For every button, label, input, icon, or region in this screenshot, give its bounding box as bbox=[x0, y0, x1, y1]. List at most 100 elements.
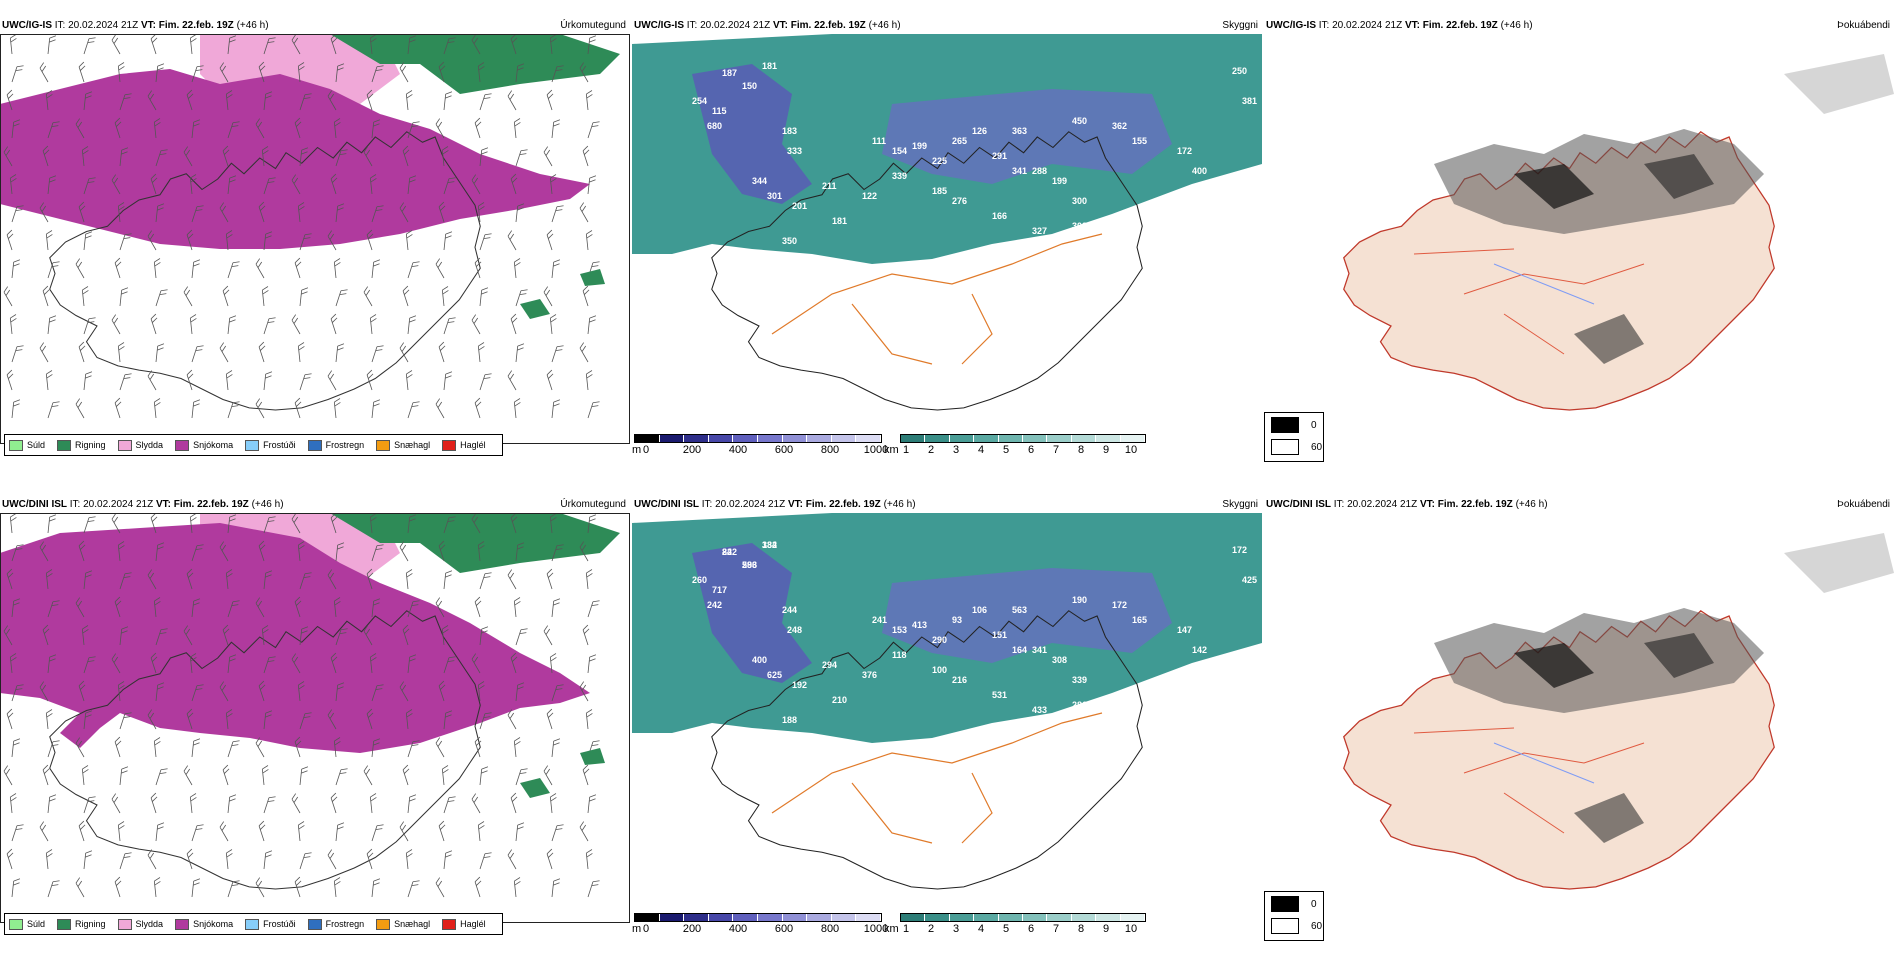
cloud-base-label: 222 bbox=[722, 547, 737, 557]
cloud-base-label: 151 bbox=[992, 630, 1007, 640]
visibility-tick: 2 bbox=[927, 923, 935, 935]
visibility-tick: 9 bbox=[1102, 444, 1110, 456]
cloud-base-label: 183 bbox=[732, 266, 747, 276]
elevation-colorbar: m 0 200 400 600 800 1000 bbox=[632, 434, 888, 460]
lead-time: (+46 h) bbox=[236, 20, 269, 31]
visibility-tick: 4 bbox=[977, 923, 985, 935]
model-name: UWC/IG-IS bbox=[1266, 20, 1316, 31]
cloud-base-label: 164 bbox=[1012, 645, 1027, 655]
model-name: UWC/DINI ISL bbox=[1266, 499, 1331, 510]
legend-label: Slydda bbox=[135, 440, 164, 450]
panel-header: UWC/IG-IS IT: 20.02.2024 21Z VT: Fim. 22… bbox=[1266, 20, 1533, 31]
elevation-tick: 400 bbox=[728, 444, 748, 456]
it-label: IT: bbox=[1318, 20, 1330, 31]
legend-label: Snjókoma bbox=[193, 919, 234, 929]
cloud-base-label: 400 bbox=[1192, 166, 1207, 176]
legend-swatch bbox=[117, 439, 132, 451]
legend-swatch bbox=[376, 918, 391, 930]
cloud-base-label: 413 bbox=[912, 620, 927, 630]
it-value: 20.02.2024 21Z bbox=[83, 499, 154, 510]
panel-title: Úrkomutegund bbox=[560, 20, 626, 31]
cloud-base-label: 291 bbox=[992, 151, 1007, 161]
it-label: IT: bbox=[54, 20, 66, 31]
lead-time: (+46 h) bbox=[1515, 499, 1548, 510]
legend-item: Súld bbox=[9, 439, 46, 451]
cloud-base-label: 122 bbox=[862, 191, 877, 201]
cloud-base-label: 154 bbox=[892, 146, 907, 156]
legend-item: Rigning bbox=[57, 918, 106, 930]
cloud-base-label: 301 bbox=[767, 191, 782, 201]
panel-visibility-igis: UWC/IG-IS IT: 20.02.2024 21Z VT: Fim. 22… bbox=[632, 16, 1262, 486]
model-name: UWC/DINI ISL bbox=[634, 499, 699, 510]
precip-map bbox=[0, 512, 630, 923]
precip-legend: Súld Rigning Slydda Snjókoma Frostúði Frostre… bbox=[4, 913, 503, 935]
visibility-tick: 4 bbox=[977, 444, 985, 456]
vt-label: VT: bbox=[140, 20, 156, 31]
elevation-tick: 1000 bbox=[863, 444, 889, 456]
elevation-tick: 200 bbox=[682, 444, 702, 456]
cloud-base-label: 425 bbox=[1242, 575, 1257, 585]
lead-time: (+46 h) bbox=[1500, 20, 1533, 31]
elevation-unit: m bbox=[632, 444, 642, 456]
cloud-base-label: 334 bbox=[762, 540, 777, 550]
cloud-base-label: 172 bbox=[1177, 146, 1192, 156]
legend-label: Rigning bbox=[75, 919, 106, 929]
cloud-base-label: 433 bbox=[1032, 705, 1047, 715]
legend-label: Slydda bbox=[135, 919, 164, 929]
precip-map bbox=[0, 33, 630, 444]
panel-title: Þokuábendi bbox=[1837, 20, 1890, 31]
legend-item: Súld bbox=[9, 918, 45, 930]
cloud-base-label: 276 bbox=[952, 196, 967, 206]
cloud-base-label: 181 bbox=[1232, 655, 1247, 665]
cloud-base-label: 181 bbox=[762, 61, 777, 71]
cloud-base-label: 166 bbox=[992, 211, 1007, 221]
cloud-base-label: 150 bbox=[742, 81, 757, 91]
it-value: 20.02.2024 21Z bbox=[1347, 499, 1418, 510]
legend-swatch bbox=[307, 918, 322, 930]
cloud-base-label: 172 bbox=[1112, 600, 1127, 610]
legend-item: Snjókoma bbox=[175, 439, 233, 451]
model-name: UWC/DINI ISL bbox=[2, 499, 67, 510]
cloud-base-label: 290 bbox=[932, 635, 947, 645]
legend-label: Frostúði bbox=[263, 919, 296, 929]
legend-label: Súld bbox=[27, 440, 46, 450]
legend-swatch bbox=[376, 439, 391, 451]
cloud-base-label: 190 bbox=[1072, 595, 1087, 605]
elevation-tick: 1000 bbox=[863, 923, 889, 935]
cloud-base-label: 210 bbox=[832, 695, 847, 705]
visibility-tick: 3 bbox=[952, 444, 960, 456]
cloud-base-label: 182 bbox=[762, 540, 777, 550]
cloud-base-label: 350 bbox=[782, 236, 797, 246]
legend-item: Snjókoma bbox=[175, 918, 234, 930]
vt-value: Fim. 22.feb. 19Z bbox=[158, 20, 234, 31]
cloud-base-label: 118 bbox=[892, 650, 907, 660]
visibility-unit: km bbox=[884, 444, 899, 456]
cloud-base-label: 199 bbox=[1052, 176, 1067, 186]
it-value: 20.02.2024 21Z bbox=[1332, 20, 1403, 31]
cloud-base-label: 265 bbox=[952, 136, 967, 146]
elevation-tick: 200 bbox=[682, 923, 702, 935]
vt-value: Fim. 22.feb. 19Z bbox=[790, 20, 866, 31]
visibility-tick: 2 bbox=[927, 444, 935, 456]
cloud-base-label: 100 bbox=[932, 665, 947, 675]
cloud-base-label: 132 bbox=[1222, 675, 1237, 685]
panel-title: Skyggni bbox=[1222, 499, 1258, 510]
legend-swatch bbox=[57, 439, 72, 451]
precip-legend: Súld Rigning Slydda Snjókoma Frostúði Frostre… bbox=[4, 434, 503, 456]
cloud-base-label: 84 bbox=[722, 547, 732, 557]
visibility-tick: 7 bbox=[1052, 923, 1060, 935]
map-area bbox=[1264, 34, 1894, 444]
cloud-base-label: 341 bbox=[1012, 166, 1027, 176]
panel-header: UWC/DINI ISL IT: 20.02.2024 21Z VT: Fim.… bbox=[2, 499, 284, 510]
visibility-tick: 7 bbox=[1052, 444, 1060, 456]
fog-white-label: 60 bbox=[1311, 441, 1323, 453]
cloud-base-label: 327 bbox=[1032, 226, 1047, 236]
legend-item: Frostregn bbox=[307, 439, 364, 451]
cloud-base-label: 201 bbox=[792, 201, 807, 211]
it-label: IT: bbox=[69, 499, 81, 510]
vt-value: Fim. 22.feb. 19Z bbox=[805, 499, 881, 510]
panel-title: Skyggni bbox=[1222, 20, 1258, 31]
panel-fog-igis: UWC/IG-IS IT: 20.02.2024 21Z VT: Fim. 22… bbox=[1264, 16, 1894, 486]
fog-white-swatch bbox=[1271, 439, 1299, 455]
visibility-tick: 10 bbox=[1124, 923, 1138, 935]
